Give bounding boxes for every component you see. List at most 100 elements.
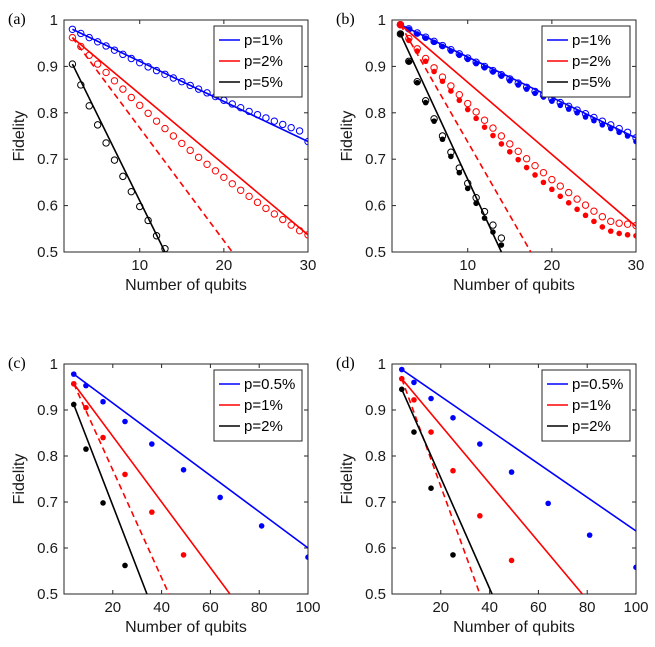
plot-area bbox=[396, 20, 636, 252]
data-point-open bbox=[279, 215, 287, 224]
legend-entry-label: p=0.5% bbox=[572, 376, 623, 393]
series-dashed-line bbox=[401, 378, 481, 594]
data-point-filled bbox=[616, 129, 622, 136]
x-tick-label: 20 bbox=[432, 599, 449, 616]
y-tick-label: 0.9 bbox=[365, 402, 386, 419]
data-point-open bbox=[119, 50, 127, 59]
chart-panel: 20 40 60 80 100 0.5 0.6 0.7 0.8 0.9 1 Number of qub… bbox=[8, 355, 321, 636]
data-point-open bbox=[93, 60, 102, 68]
x-axis-label: Number of qubits bbox=[125, 619, 247, 636]
data-point-filled bbox=[574, 110, 580, 116]
y-tick-label: 1 bbox=[50, 12, 58, 29]
x-axis-label: Number of qubits bbox=[453, 619, 575, 636]
legend-entry-label: p=1% bbox=[244, 397, 283, 414]
axes-box bbox=[391, 363, 637, 595]
data-point-filled bbox=[456, 97, 463, 104]
data-point-filled bbox=[532, 172, 538, 178]
data-point-filled bbox=[633, 138, 636, 145]
panel-label: (a) bbox=[8, 11, 26, 28]
data-point-open bbox=[497, 132, 506, 140]
data-point-open bbox=[598, 213, 607, 221]
data-point-filled bbox=[397, 31, 404, 37]
data-point-filled bbox=[481, 215, 488, 221]
y-tick-label: 0.7 bbox=[37, 151, 58, 168]
data-point-filled bbox=[83, 446, 89, 452]
x-axis-label: Number of qubits bbox=[453, 277, 575, 294]
y-tick-label: 1 bbox=[50, 356, 58, 373]
data-point-filled bbox=[464, 56, 471, 63]
data-point-open bbox=[102, 42, 110, 50]
plot-area bbox=[68, 25, 308, 252]
data-point-open bbox=[522, 155, 531, 163]
data-point-open bbox=[68, 60, 77, 68]
data-point-filled bbox=[305, 554, 308, 560]
data-point-filled bbox=[431, 68, 437, 75]
data-point-open bbox=[127, 187, 136, 196]
data-point-open bbox=[506, 140, 514, 148]
data-point-filled bbox=[490, 132, 496, 139]
data-point-filled bbox=[481, 124, 488, 130]
x-tick-label: 30 bbox=[300, 257, 317, 274]
data-point-open bbox=[480, 116, 489, 124]
x-tick-label: 100 bbox=[623, 599, 648, 616]
data-point-open bbox=[102, 139, 110, 147]
data-point-open bbox=[152, 232, 161, 240]
data-point-open bbox=[396, 20, 405, 29]
data-point-filled bbox=[591, 218, 597, 225]
data-point-open bbox=[144, 63, 152, 71]
data-point-filled bbox=[481, 64, 488, 71]
data-point-filled bbox=[464, 185, 471, 192]
y-tick-label: 0.5 bbox=[365, 586, 386, 603]
x-tick-label: 20 bbox=[216, 257, 233, 274]
data-point-filled bbox=[557, 102, 564, 109]
legend-entry-label: p=1% bbox=[572, 397, 611, 414]
y-tick-label: 0.8 bbox=[37, 448, 58, 465]
y-tick-label: 0.6 bbox=[365, 540, 386, 557]
x-tick-label: 40 bbox=[153, 599, 170, 616]
legend-entry-label: p=2% bbox=[572, 418, 611, 435]
series-line bbox=[71, 37, 308, 236]
y-axis-label: Fidelity bbox=[11, 454, 28, 505]
panel-label: (c) bbox=[8, 355, 26, 372]
data-point-filled bbox=[515, 156, 522, 163]
legend-entry-label: p=2% bbox=[244, 53, 283, 70]
data-point-filled bbox=[633, 232, 636, 239]
x-tick-label: 80 bbox=[251, 599, 268, 616]
data-point-filled bbox=[624, 133, 631, 139]
data-point-filled bbox=[586, 532, 593, 538]
data-point-filled bbox=[490, 69, 496, 75]
data-point-filled bbox=[633, 564, 636, 571]
data-point-open bbox=[178, 78, 186, 86]
data-point-filled bbox=[498, 242, 505, 248]
data-point-open bbox=[136, 58, 144, 67]
series-line bbox=[73, 404, 148, 594]
data-point-open bbox=[623, 220, 632, 228]
x-tick-label: 80 bbox=[579, 599, 596, 616]
y-tick-label: 0.5 bbox=[37, 586, 58, 603]
data-point-open bbox=[253, 198, 262, 207]
data-point-filled bbox=[450, 552, 456, 558]
data-point-filled bbox=[406, 58, 412, 65]
series-line bbox=[73, 383, 231, 594]
data-point-open bbox=[194, 153, 203, 162]
series-line bbox=[71, 63, 166, 252]
legend-box bbox=[213, 25, 303, 98]
y-tick-label: 0.5 bbox=[365, 244, 386, 261]
y-tick-label: 0.6 bbox=[37, 540, 58, 557]
data-point-open bbox=[287, 221, 295, 229]
axes-box bbox=[63, 19, 309, 253]
series-dashed-line bbox=[399, 24, 532, 252]
y-tick-label: 0.5 bbox=[37, 244, 58, 261]
data-point-filled bbox=[180, 467, 187, 473]
data-point-filled bbox=[180, 552, 187, 558]
data-point-filled bbox=[448, 88, 454, 94]
data-point-open bbox=[169, 74, 178, 82]
data-point-filled bbox=[398, 366, 405, 373]
data-point-filled bbox=[428, 429, 434, 435]
data-point-open bbox=[77, 81, 85, 89]
data-point-open bbox=[270, 117, 279, 125]
data-point-filled bbox=[574, 206, 580, 213]
data-point-open bbox=[615, 219, 623, 227]
x-tick-label: 40 bbox=[481, 599, 498, 616]
